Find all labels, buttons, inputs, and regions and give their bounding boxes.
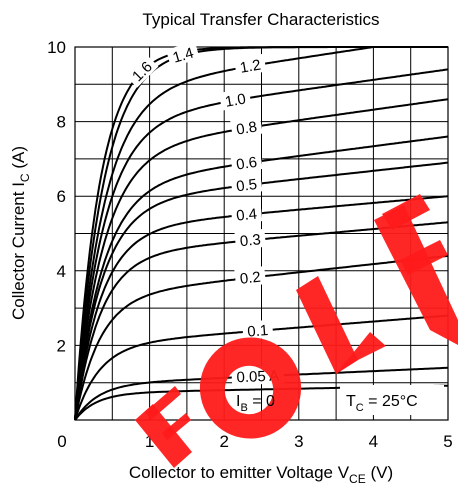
series-line bbox=[74, 161, 449, 421]
tc-sub: C bbox=[356, 402, 364, 414]
curve-label-bg bbox=[165, 41, 200, 68]
x-axis-label: Collector to emitter Voltage VCE (V) bbox=[129, 463, 393, 486]
series-line bbox=[74, 135, 449, 421]
y-axis-label: Collector Current IC (A) bbox=[9, 146, 32, 320]
curve-label: 0.5 bbox=[235, 176, 258, 195]
ib-sub: B bbox=[240, 402, 247, 414]
curve-label-bg bbox=[230, 115, 263, 139]
y-tick-label: 2 bbox=[57, 336, 66, 355]
curve-label: 0.2 bbox=[239, 269, 262, 288]
x-tick-label: 5 bbox=[443, 432, 452, 451]
curve-label-bg bbox=[234, 266, 267, 288]
x-tick-label: 2 bbox=[219, 432, 228, 451]
watermark-l-base bbox=[336, 332, 386, 374]
series-line bbox=[74, 68, 449, 421]
tc-main: T bbox=[346, 393, 356, 410]
curve-label-bg bbox=[230, 203, 263, 225]
curve-label-bg bbox=[230, 151, 263, 174]
watermark-l bbox=[296, 276, 358, 374]
y-tick-label: 6 bbox=[57, 187, 66, 206]
curve-label-bg bbox=[233, 53, 267, 77]
y-tick-label: 4 bbox=[57, 262, 66, 281]
x-tick-label: 0 bbox=[57, 432, 66, 451]
watermark-e2-mid bbox=[400, 240, 448, 275]
ib-main: I bbox=[236, 393, 240, 410]
watermark-e2 bbox=[374, 205, 458, 345]
y-tick-label: 10 bbox=[47, 38, 66, 57]
series-line bbox=[74, 46, 374, 421]
x-tick-label: 3 bbox=[294, 432, 303, 451]
watermark-e-mid bbox=[162, 413, 191, 440]
curve-label: 0.3 bbox=[239, 231, 261, 250]
curve-label: 0.6 bbox=[235, 154, 258, 174]
watermark-e bbox=[135, 404, 192, 468]
watermark-logo bbox=[135, 194, 458, 468]
watermark-e2-top bbox=[382, 194, 430, 230]
watermark-o bbox=[199, 337, 302, 439]
chart-title: Typical Transfer Characteristics bbox=[142, 10, 379, 29]
curve-label: 0.8 bbox=[235, 118, 258, 138]
x-tick-label: 1 bbox=[145, 432, 154, 451]
curve-label: 0.1 bbox=[247, 322, 269, 341]
curve-label-bg bbox=[218, 87, 252, 111]
watermark-e-top bbox=[145, 386, 181, 420]
curve-label-bg bbox=[124, 53, 159, 88]
curve-label-bg bbox=[234, 228, 267, 250]
tc-box bbox=[340, 385, 444, 415]
curve-label: 1.0 bbox=[224, 90, 247, 110]
tc-annotation: TC = 25°C bbox=[340, 385, 444, 415]
svg-text:TC = 25°C: TC = 25°C bbox=[346, 393, 418, 414]
curve-label: 1.2 bbox=[239, 56, 262, 76]
svg-text:IB = 0: IB = 0 bbox=[236, 393, 275, 414]
curve-label-bg bbox=[242, 319, 274, 341]
y-tick-label: 8 bbox=[57, 113, 66, 132]
tick-labels: 0 1 2 3 4 5 2 4 6 8 10 bbox=[47, 38, 453, 451]
ib-zero-annotation: IB = 0 bbox=[236, 393, 275, 414]
curve-label-bg bbox=[230, 173, 263, 195]
x-tick-label: 4 bbox=[369, 432, 378, 451]
series-line bbox=[74, 98, 449, 421]
curve-label: 1.4 bbox=[171, 45, 196, 67]
tc-rest: = 25°C bbox=[364, 393, 418, 410]
curve-labels: 1.61.4 1.21.00.80.60.50.40.30.20.10.05 A bbox=[124, 41, 285, 386]
ib-rest: = 0 bbox=[248, 393, 275, 410]
curve-label: 0.4 bbox=[235, 206, 257, 225]
